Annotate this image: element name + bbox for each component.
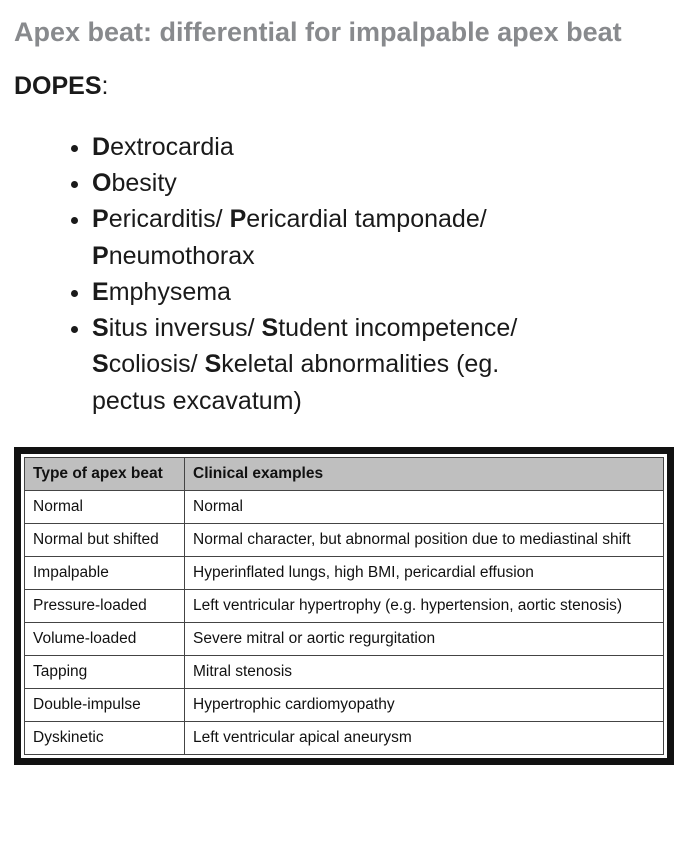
mnemonic-letter: P <box>92 205 109 233</box>
table-row: ImpalpableHyperinflated lungs, high BMI,… <box>25 556 664 589</box>
table-cell: Severe mitral or aortic regurgitation <box>185 622 664 655</box>
table-cell: Normal character, but abnormal position … <box>185 523 664 556</box>
table-row: DyskineticLeft ventricular apical aneury… <box>25 721 664 754</box>
bullet-list: DextrocardiaObesityPericarditis/ Pericar… <box>14 129 666 419</box>
table-cell: Volume-loaded <box>25 622 185 655</box>
table-cell: Normal <box>25 490 185 523</box>
mnemonic-letter: D <box>92 133 110 161</box>
mnemonic-label: DOPES <box>14 72 102 100</box>
table-cell: Hyperinflated lungs, high BMI, pericardi… <box>185 556 664 589</box>
table-row: Double-impulseHypertrophic cardiomyopath… <box>25 688 664 721</box>
table-cell: Double-impulse <box>25 688 185 721</box>
table-cell: Left ventricular apical aneurysm <box>185 721 664 754</box>
table-cell: Dyskinetic <box>25 721 185 754</box>
mnemonic-line: DOPES: <box>14 72 666 101</box>
apex-beat-table: Type of apex beatClinical examples Norma… <box>24 457 664 755</box>
table-cell: Tapping <box>25 655 185 688</box>
list-item: Dextrocardia <box>92 129 666 165</box>
table-header-cell: Type of apex beat <box>25 457 185 490</box>
table-row: Normal but shiftedNormal character, but … <box>25 523 664 556</box>
list-item: Obesity <box>92 165 666 201</box>
mnemonic-letter: S <box>205 350 222 378</box>
table-row: TappingMitral stenosis <box>25 655 664 688</box>
table-cell: Normal <box>185 490 664 523</box>
mnemonic-letter: O <box>92 169 111 197</box>
table-row: NormalNormal <box>25 490 664 523</box>
table-cell: Normal but shifted <box>25 523 185 556</box>
mnemonic-letter: P <box>230 205 247 233</box>
table-cell: Impalpable <box>25 556 185 589</box>
mnemonic-letter: E <box>92 278 109 306</box>
table-cell: Mitral stenosis <box>185 655 664 688</box>
table-row: Pressure-loadedLeft ventricular hypertro… <box>25 589 664 622</box>
table-frame: Type of apex beatClinical examples Norma… <box>14 447 674 765</box>
page-title: Apex beat: differential for impalpable a… <box>14 16 666 50</box>
mnemonic-letter: S <box>262 314 279 342</box>
table-header-row: Type of apex beatClinical examples <box>25 457 664 490</box>
table-cell: Pressure-loaded <box>25 589 185 622</box>
list-item: Situs inversus/ Student incompetence/ Sc… <box>92 310 666 419</box>
mnemonic-letter: S <box>92 314 109 342</box>
table-header-cell: Clinical examples <box>185 457 664 490</box>
table-cell: Hypertrophic cardiomyopathy <box>185 688 664 721</box>
list-item: Pericarditis/ Pericardial tamponade/ Pne… <box>92 201 666 274</box>
table-row: Volume-loadedSevere mitral or aortic reg… <box>25 622 664 655</box>
table-cell: Left ventricular hypertrophy (e.g. hyper… <box>185 589 664 622</box>
table-body: NormalNormalNormal but shiftedNormal cha… <box>25 490 664 754</box>
list-item: Emphysema <box>92 274 666 310</box>
mnemonic-letter: P <box>92 242 109 270</box>
mnemonic-letter: S <box>92 350 109 378</box>
